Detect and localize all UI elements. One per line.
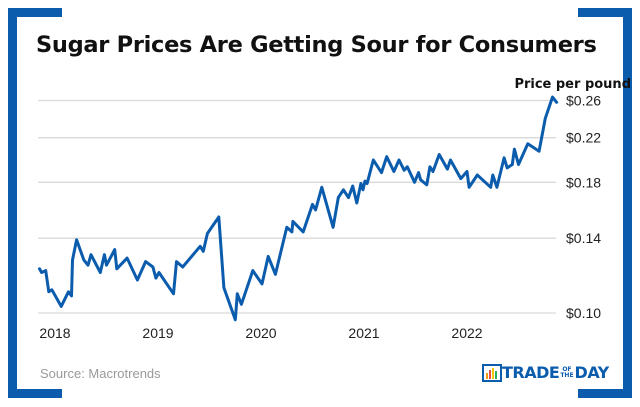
x-tick-label: 2018 [39,325,70,341]
price-line-series [38,95,559,322]
y-tick-label: $0.14 [566,230,601,246]
frame-left [8,8,17,398]
x-tick-label: 2020 [245,325,276,341]
y-tick-label: $0.22 [566,130,601,146]
x-tick-label: 2021 [348,325,379,341]
frame-top-left-h [8,8,62,17]
y-tick-label: $0.18 [566,174,601,190]
y-tick-label: $0.10 [566,305,601,321]
frame-bottom-left-h [8,389,62,398]
bar-chart-logo-icon [482,363,502,382]
chart-title: Sugar Prices Are Getting Sour for Consum… [36,32,597,58]
source-note: Source: Macrotrends [40,366,161,381]
y-axis-label: Price per pound [514,77,631,92]
frame-right [623,8,632,398]
trade-of-the-day-logo: TRADE OF THE DAY [482,363,609,382]
x-tick-label: 2019 [142,325,173,341]
frame-bottom-right-h [578,389,632,398]
y-tick-label: $0.26 [566,93,601,109]
x-tick-label: 2022 [451,325,482,341]
frame-top-right-h [578,8,632,17]
